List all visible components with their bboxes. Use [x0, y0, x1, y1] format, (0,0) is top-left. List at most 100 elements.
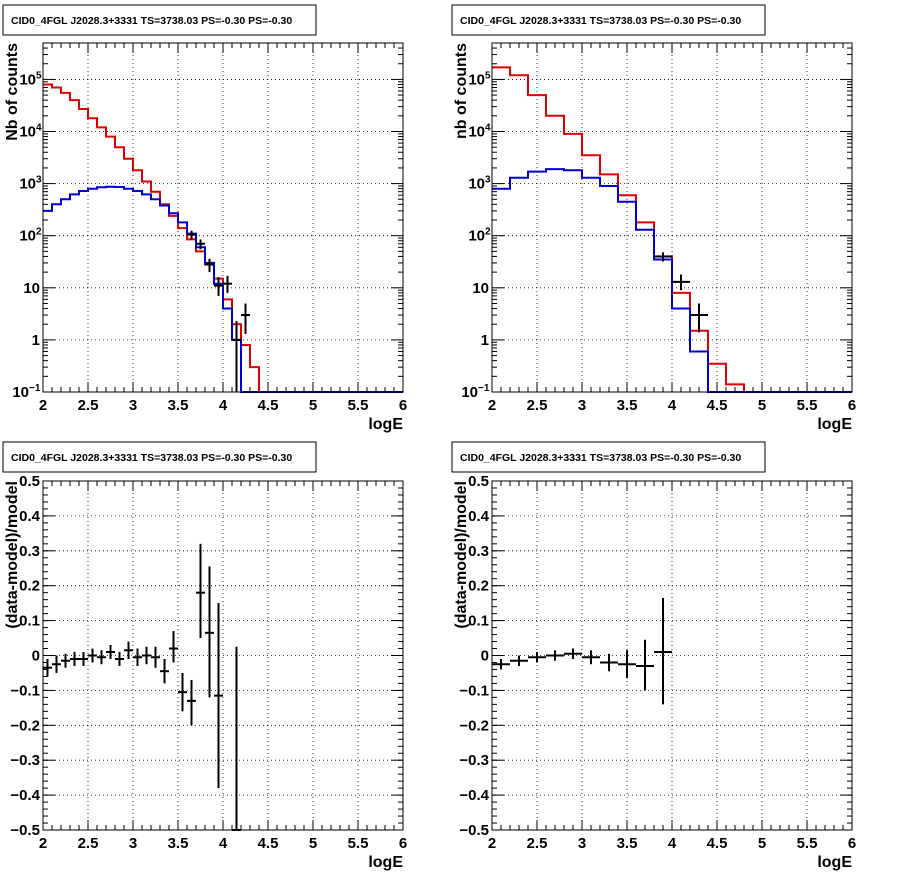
data-point [43, 658, 52, 677]
y-tick-label: 0.2 [468, 578, 489, 595]
x-tick-label: 2 [39, 397, 47, 414]
y-tick-label: −0.1 [10, 682, 40, 699]
data-point [654, 597, 672, 705]
data-point [618, 650, 636, 679]
chart-pad-2: CID0_4FGL J2028.3+3331 TS=3738.03 PS=-0.… [451, 4, 856, 433]
y-tick-exponent: 5 [36, 70, 42, 81]
x-tick-label: 2.5 [78, 397, 99, 414]
x-tick-label: 6 [399, 835, 407, 852]
data-point [142, 646, 151, 665]
x-tick-label: 3.5 [617, 835, 638, 852]
x-tick-label: 4.5 [707, 835, 728, 852]
x-tick-label: 2 [488, 397, 496, 414]
y-tick-label: 1 [481, 332, 489, 349]
y-tick-exponent: 4 [485, 123, 491, 134]
y-tick-label: 10 [461, 384, 478, 401]
y-tick-label: 0.4 [19, 508, 41, 525]
y-tick-label: −0.3 [10, 752, 40, 769]
x-axis-title: logE [368, 854, 403, 871]
plot-frame [491, 480, 853, 831]
data-point [196, 239, 205, 250]
series-1-data-points [492, 597, 672, 705]
y-tick-exponent: 2 [36, 227, 42, 238]
chart-title: CID0_4FGL J2028.3+3331 TS=3738.03 PS=-0.… [460, 15, 741, 27]
x-tick-label: 5 [758, 397, 766, 414]
series-3-data-points [187, 230, 250, 392]
y-tick-label: 10 [19, 124, 36, 141]
x-tick-label: 4 [668, 397, 677, 414]
y-tick-label: 0.2 [19, 578, 40, 595]
chart-title-box [451, 4, 766, 36]
y-axis-title: nb of counts [453, 43, 470, 139]
x-tick-label: 3.5 [168, 835, 189, 852]
plot-frame [42, 480, 404, 831]
x-tick-label: 4 [219, 397, 228, 414]
x-tick-label: 4.5 [707, 397, 728, 414]
data-point [690, 303, 708, 333]
y-axis-title: (data-model)/model [453, 481, 470, 629]
y-tick-label: −0.4 [10, 787, 40, 804]
x-tick-label: 5.5 [797, 397, 818, 414]
data-point [196, 543, 205, 639]
y-tick-label: 0.3 [19, 543, 40, 560]
data-point [492, 658, 510, 670]
x-tick-label: 5.5 [348, 397, 369, 414]
y-tick-exponent: −1 [29, 383, 41, 394]
data-point [510, 655, 528, 666]
x-tick-label: 4.5 [258, 835, 279, 852]
x-tick-label: 5 [309, 835, 317, 852]
y-tick-exponent: 3 [36, 175, 42, 186]
x-tick-label: 4 [668, 835, 677, 852]
data-point [223, 275, 232, 293]
data-point [600, 653, 618, 672]
data-point [564, 648, 582, 659]
data-point [582, 650, 600, 665]
x-axis-title: logE [368, 416, 403, 433]
y-tick-label: 10 [19, 176, 36, 193]
data-point [88, 648, 97, 663]
plot-frame [42, 42, 404, 393]
y-tick-label: 0.5 [468, 473, 489, 490]
chart-title-box [451, 441, 766, 473]
y-tick-label: −0.2 [10, 717, 40, 734]
y-tick-label: 0 [32, 648, 40, 665]
y-tick-label: 0.3 [468, 543, 489, 560]
plot-frame [491, 42, 853, 393]
y-tick-label: 10 [468, 176, 485, 193]
y-axis-title: (data-model)/model [4, 481, 21, 629]
chart-pad-1: CID0_4FGL J2028.3+3331 TS=3738.03 PS=-0.… [2, 4, 407, 433]
data-point [241, 303, 250, 334]
data-point [528, 652, 546, 663]
data-point [61, 653, 70, 668]
data-point [654, 252, 672, 262]
x-tick-label: 3 [578, 835, 586, 852]
x-tick-label: 5 [758, 835, 766, 852]
x-tick-label: 3.5 [168, 397, 189, 414]
data-point [205, 566, 214, 698]
data-point [160, 658, 169, 684]
data-point [124, 641, 133, 659]
chart-title: CID0_4FGL J2028.3+3331 TS=3738.03 PS=-0.… [460, 452, 741, 464]
data-point [178, 672, 187, 712]
data-point [169, 631, 178, 663]
data-point [214, 277, 223, 296]
y-tick-label: 1 [32, 332, 40, 349]
data-point [52, 655, 61, 673]
data-point [70, 652, 79, 666]
x-tick-label: 3 [578, 397, 586, 414]
y-tick-exponent: 5 [485, 70, 491, 81]
x-tick-label: 2 [488, 835, 496, 852]
y-tick-label: 10 [23, 280, 40, 297]
x-tick-label: 2.5 [78, 835, 99, 852]
x-tick-label: 2.5 [527, 835, 548, 852]
data-point [187, 679, 196, 726]
y-tick-label: 10 [19, 71, 36, 88]
data-point [636, 639, 654, 691]
y-tick-exponent: 4 [36, 123, 42, 134]
series-3-data-points [654, 252, 708, 333]
data-point [97, 650, 106, 665]
y-axis-title: Nb of counts [4, 43, 21, 141]
y-tick-label: 0.4 [468, 508, 490, 525]
x-tick-label: 3 [129, 835, 137, 852]
